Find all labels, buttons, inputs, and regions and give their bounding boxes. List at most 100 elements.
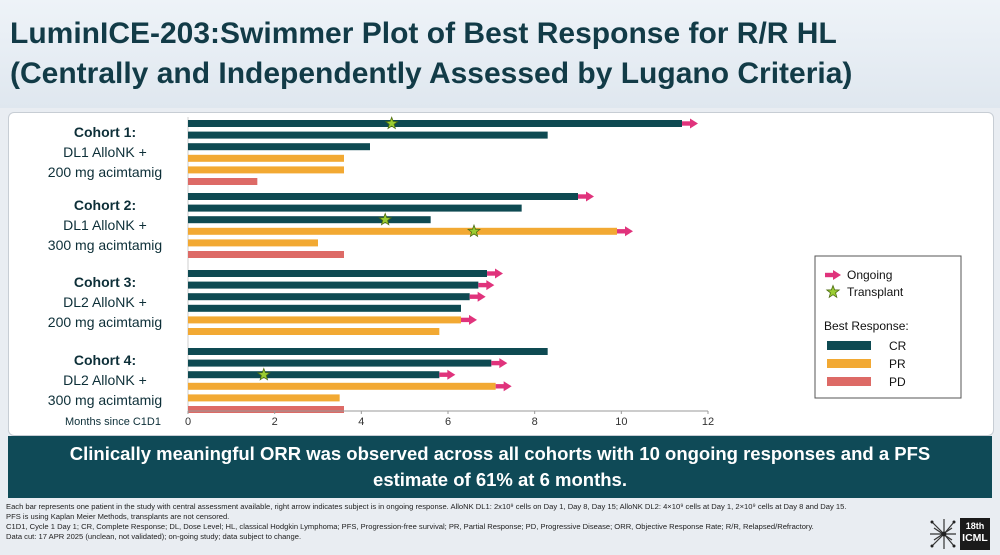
cohort-3-dose-line: DL2 AlloNK + xyxy=(63,294,147,310)
ongoing-arrow-15-head xyxy=(477,291,486,302)
subject-bar-23 xyxy=(188,394,340,402)
transplant-star-21 xyxy=(256,367,271,381)
subject-bar-3 xyxy=(188,143,370,151)
legend-best-response-title: Best Response: xyxy=(824,319,909,333)
logo-network-icon xyxy=(930,519,956,549)
ongoing-arrow-1 xyxy=(682,118,698,129)
legend-swatch-pr xyxy=(827,359,871,368)
transplant-star-10 xyxy=(467,223,481,238)
legend-label-pd: PD xyxy=(889,375,906,389)
cohort-4-dose-line: DL2 AlloNK + xyxy=(63,372,147,388)
transplant-star-9 xyxy=(378,212,393,226)
title-band xyxy=(0,0,1000,108)
subject-bar-18 xyxy=(188,328,440,335)
legend-transplant-star xyxy=(825,284,841,299)
ongoing-arrow-10-head xyxy=(625,226,633,237)
subject-bar-11 xyxy=(188,239,318,247)
ongoing-arrow-13 xyxy=(487,268,503,279)
conclusion-text: Clinically meaningful ORR was observed a… xyxy=(69,443,931,490)
conclusion-banner: Clinically meaningful ORR was observed a… xyxy=(8,436,992,498)
ongoing-arrow-14 xyxy=(478,280,495,291)
footnotes: Each bar represents one patient in the s… xyxy=(6,502,926,542)
cohort-2-drug-line: 300 mg acimtamig xyxy=(48,237,162,253)
x-tick-label-10: 10 xyxy=(615,416,627,428)
ongoing-arrow-21-head xyxy=(447,369,456,380)
cohort-2-title: Cohort 2: xyxy=(74,197,136,213)
cohort-4-drug-line: 300 mg acimtamig xyxy=(48,392,162,408)
cohort-3-drug-line: 200 mg acimtamig xyxy=(48,314,162,330)
ongoing-arrow-7 xyxy=(578,191,594,202)
transplant-star-1 xyxy=(384,116,399,130)
x-tick-label-4: 4 xyxy=(358,416,364,428)
x-axis-label: Months since C1D1 xyxy=(65,416,161,428)
cohort-1-drug-line: 200 mg acimtamig xyxy=(48,164,162,180)
ongoing-arrow-20-head xyxy=(499,358,508,369)
ongoing-arrow-20 xyxy=(491,358,508,369)
subject-bar-24 xyxy=(188,406,344,413)
subject-bar-4 xyxy=(188,154,344,162)
legend-label-cr: CR xyxy=(889,339,907,353)
subject-bar-16 xyxy=(188,304,461,312)
ongoing-arrow-17 xyxy=(461,314,477,325)
ongoing-arrow-15 xyxy=(469,291,486,302)
footnote-line-1: Each bar represents one patient in the s… xyxy=(6,502,847,511)
x-tick-label-6: 6 xyxy=(445,416,451,428)
conference-logo: 18th ICML xyxy=(928,516,994,552)
legend-swatch-cr xyxy=(827,341,871,350)
ongoing-arrow-7-head xyxy=(586,191,594,202)
x-tick-label-12: 12 xyxy=(702,416,714,428)
ongoing-arrow-10 xyxy=(617,226,633,237)
ongoing-arrow-13-shaft xyxy=(487,271,496,276)
footnote-line-3: C1D1, Cycle 1 Day 1; CR, Complete Respon… xyxy=(6,522,814,531)
cohort-1-title: Cohort 1: xyxy=(74,124,136,140)
subject-bar-20 xyxy=(188,359,492,367)
cohort-1-dose-line: DL1 AlloNK + xyxy=(63,144,147,160)
subject-bar-5 xyxy=(188,166,344,174)
legend-ongoing-label: Ongoing xyxy=(847,268,892,282)
subject-bar-21 xyxy=(188,371,440,379)
subject-bar-1 xyxy=(188,120,682,127)
cohort-3-title: Cohort 3: xyxy=(74,274,136,290)
legend-box xyxy=(814,255,962,399)
ongoing-arrow-22-head xyxy=(503,381,512,392)
subject-bar-22 xyxy=(188,382,496,390)
legend-label-pr: PR xyxy=(889,357,906,371)
subject-bar-13 xyxy=(188,270,487,277)
ongoing-arrow-1-shaft xyxy=(682,121,691,126)
cohort-4-title: Cohort 4: xyxy=(74,352,136,368)
legend-transplant-label: Transplant xyxy=(847,285,904,299)
subject-bar-12 xyxy=(188,251,344,258)
logo-top-text: 18th xyxy=(965,521,985,531)
subject-bar-6 xyxy=(188,178,258,185)
ongoing-arrow-7-shaft xyxy=(578,194,587,199)
ongoing-arrow-15-shaft xyxy=(469,294,479,299)
legend-ongoing-arrow-shaft xyxy=(825,272,834,278)
logo-badge: 18th ICML xyxy=(960,518,990,550)
chart-panel: Cohort 1: DL1 AlloNK + 200 mg acimtamig Coh… xyxy=(8,112,994,436)
slide-title-line2: (Centrally and Independently Assessed by… xyxy=(10,57,853,90)
ongoing-arrow-14-shaft xyxy=(478,282,488,288)
ongoing-arrow-17-head xyxy=(469,314,477,325)
ongoing-arrow-10-shaft xyxy=(617,229,626,234)
x-tick-label-0: 0 xyxy=(185,416,191,428)
subject-bar-9 xyxy=(188,216,431,224)
ongoing-arrow-1-head xyxy=(690,118,698,129)
ongoing-arrow-14-head xyxy=(486,280,495,291)
swimmer-plot: Cohort 1: DL1 AlloNK + 200 mg acimtamig Coh… xyxy=(48,116,962,428)
cohort-2-dose-line: DL1 AlloNK + xyxy=(63,217,147,233)
ongoing-arrow-21 xyxy=(439,369,456,380)
legend-ongoing-arrow-head xyxy=(833,270,841,280)
ongoing-arrow-22-shaft xyxy=(495,384,505,389)
x-tick-label-2: 2 xyxy=(272,416,278,428)
x-tick-label-8: 8 xyxy=(532,416,538,428)
subject-bar-2 xyxy=(188,131,548,139)
ongoing-arrow-17-shaft xyxy=(461,317,470,323)
subject-bar-14 xyxy=(188,281,479,289)
slide-title: LuminICE-203:Swimmer Plot of Best Respon… xyxy=(10,14,995,94)
logo-bottom-text: ICML xyxy=(962,532,988,544)
footnote-line-4: Data cut: 17 APR 2025 (unclean, not vali… xyxy=(6,532,302,541)
footnote-line-2: PFS is using Kaplan Meier Methods, trans… xyxy=(6,512,230,521)
ongoing-arrow-13-head xyxy=(495,268,503,279)
legend-swatch-pd xyxy=(827,377,871,386)
ongoing-arrow-20-shaft xyxy=(491,360,501,366)
